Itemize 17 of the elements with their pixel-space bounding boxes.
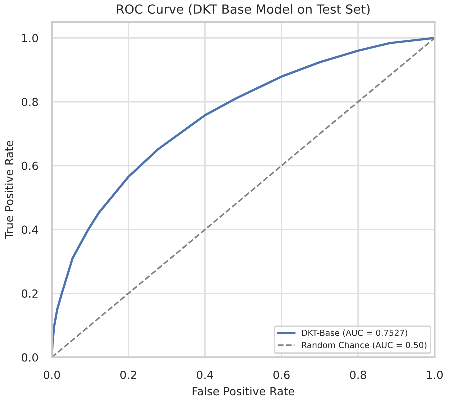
y-tick-label: 0.8 <box>22 98 38 106</box>
x-axis-title: False Positive Rate <box>192 387 295 396</box>
chart-title: ROC Curve (DKT Base Model on Test Set) <box>117 4 370 16</box>
x-tick-label: 0.2 <box>120 370 136 380</box>
y-axis-title: True Positive Rate <box>4 140 14 240</box>
legend-label: Random Chance (AUC = 0.50) <box>302 342 427 350</box>
y-tick-label: 0.2 <box>22 290 38 298</box>
x-tick-label: 0.8 <box>350 370 366 380</box>
legend-label: DKT-Base (AUC = 0.7527) <box>302 330 408 338</box>
x-tick-label: 0.6 <box>274 370 290 380</box>
y-tick-label: 0.4 <box>22 226 38 234</box>
y-tick-label: 1.0 <box>22 34 38 43</box>
y-tick-label: 0.0 <box>22 354 38 362</box>
x-tick-label: 1.0 <box>427 370 443 380</box>
x-tick-label: 0.4 <box>197 370 214 380</box>
x-tick-label: 0.0 <box>44 370 60 380</box>
y-tick-label: 0.6 <box>22 162 38 170</box>
